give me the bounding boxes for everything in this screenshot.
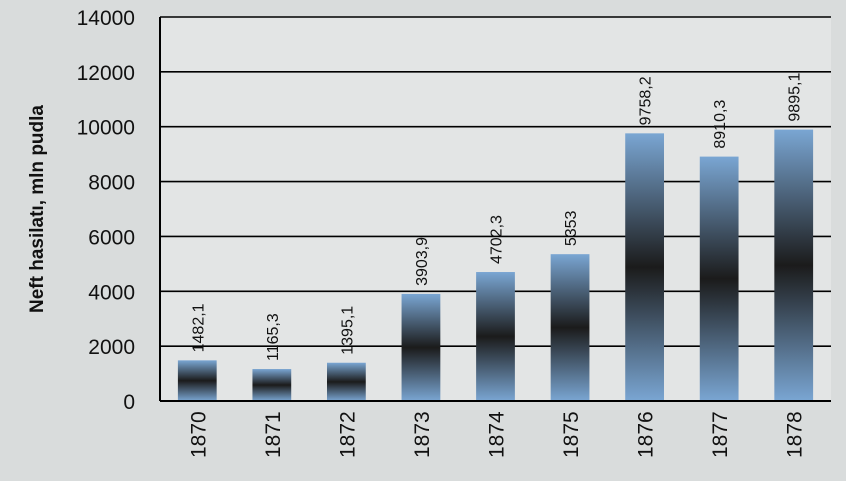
data-label: 9895,1 — [787, 73, 804, 122]
bar — [327, 362, 366, 401]
x-tick-labels: 1870 1871 1872 1873 1874 1875 1876 1877 1878 — [187, 411, 806, 458]
x-tick-label: 1878 — [784, 411, 807, 458]
bar — [774, 129, 814, 401]
y-tick-label: 0 — [123, 391, 135, 414]
x-tick-label: 1871 — [262, 411, 285, 458]
x-tick-label: 1876 — [635, 411, 658, 458]
data-label: 8910,3 — [712, 100, 729, 149]
y-tick-label: 10000 — [77, 117, 135, 140]
bars — [177, 129, 814, 402]
x-tick-label: 1875 — [560, 411, 583, 458]
bar — [252, 369, 292, 401]
x-tick-label: 1877 — [709, 411, 732, 458]
data-label: 1482,1 — [190, 303, 207, 352]
bar — [476, 272, 515, 401]
y-tick-label: 8000 — [88, 172, 135, 195]
bar — [699, 156, 739, 401]
x-tick-label: 1874 — [486, 411, 509, 458]
y-tick-label: 14000 — [77, 7, 135, 30]
bar — [177, 360, 217, 401]
x-tick-label: 1872 — [336, 411, 359, 458]
data-label: 5353 — [563, 210, 580, 246]
data-label: 1165,3 — [265, 313, 282, 361]
y-tick-labels: 0 2000 4000 6000 8000 10000 12000 14000 — [77, 7, 135, 414]
y-tick-label: 6000 — [88, 226, 135, 249]
data-label: 9758,2 — [638, 76, 655, 125]
data-label: 4702,3 — [489, 215, 506, 264]
bar — [401, 293, 441, 401]
x-tick-label: 1870 — [187, 411, 210, 458]
data-label: 1395,1 — [339, 306, 356, 355]
data-label: 3903,9 — [414, 237, 431, 286]
bar — [625, 133, 664, 402]
x-tick-label: 1873 — [411, 411, 434, 458]
y-axis-label: Neft hasilatı, mln pudla — [27, 105, 48, 313]
y-tick-label: 4000 — [88, 281, 135, 304]
y-tick-label: 12000 — [77, 62, 135, 85]
data-labels: 1482,1 1165,3 1395,1 3903,9 4702,3 5353 9758,2… — [190, 73, 803, 361]
bar — [550, 254, 590, 401]
y-tick-label: 2000 — [88, 336, 135, 359]
